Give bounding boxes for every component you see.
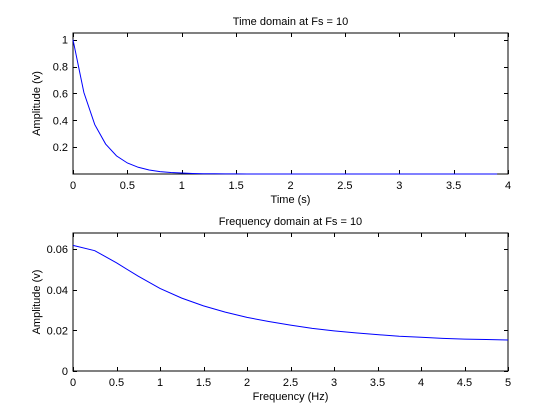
frequency-domain-title: Frequency domain at Fs = 10 bbox=[219, 216, 362, 228]
time-domain-xtick-label: 2 bbox=[287, 180, 293, 192]
frequency-domain-ytick-label: 0 bbox=[62, 366, 68, 378]
frequency-domain-xtick-label: 4 bbox=[418, 377, 424, 389]
frequency-domain-ytick-label: 0.06 bbox=[47, 244, 68, 256]
frequency-domain-xtick-label: 3 bbox=[331, 377, 337, 389]
frequency-domain-series-line bbox=[72, 244, 509, 341]
frequency-domain-ytick-label: 0.04 bbox=[47, 285, 68, 297]
time-domain-ytick-label: 0.8 bbox=[53, 62, 68, 74]
frequency-domain-xtick-label: 1.5 bbox=[196, 377, 211, 389]
time-domain-xtick-label: 2.5 bbox=[337, 180, 352, 192]
time-domain-xticks: 0 0.5 1 1.5 2 2.5 3 3.5 4 bbox=[70, 33, 511, 192]
time-domain-title: Time domain at Fs = 10 bbox=[233, 16, 348, 28]
frequency-domain-ytick-label: 0.02 bbox=[47, 325, 68, 337]
frequency-domain-ylabel: Amplitude (v) bbox=[31, 270, 43, 335]
frequency-domain-xtick-label: 3.5 bbox=[370, 377, 385, 389]
time-domain-xlabel: Time (s) bbox=[271, 194, 311, 206]
frequency-domain-xtick-label: 2.5 bbox=[283, 377, 298, 389]
time-domain-ylabel: Amplitude (v) bbox=[31, 71, 43, 136]
frequency-domain-xtick-label: 0.5 bbox=[109, 377, 124, 389]
time-domain-ytick-label: 0.4 bbox=[53, 115, 68, 127]
time-domain-xtick-label: 3 bbox=[396, 180, 402, 192]
time-domain-yticks: 0.2 0.4 0.6 0.8 1 bbox=[53, 35, 508, 154]
frequency-domain-xlabel: Frequency (Hz) bbox=[253, 391, 329, 403]
frequency-domain-xtick-label: 4.5 bbox=[457, 377, 472, 389]
time-domain-series-line bbox=[72, 39, 498, 175]
time-domain-xtick-label: 0 bbox=[70, 180, 76, 192]
time-domain-xtick-label: 3.5 bbox=[446, 180, 461, 192]
frequency-domain-plot: Frequency domain at Fs = 10 0 0.5 1 1.5 2 2.5… bbox=[31, 216, 511, 403]
time-domain-axes-box bbox=[72, 32, 509, 175]
frequency-domain-yticks: 0 0.02 0.04 0.06 bbox=[47, 244, 508, 378]
frequency-domain-xtick-label: 5 bbox=[505, 377, 511, 389]
frequency-domain-xticks: 0 0.5 1 1.5 2 2.5 3 3.5 4 4.5 5 bbox=[70, 233, 511, 389]
frequency-domain-xtick-label: 0 bbox=[70, 377, 76, 389]
time-domain-plot: Time domain at Fs = 10 0 0.5 1 1.5 2 2.5 3 3.5 4… bbox=[31, 16, 511, 206]
frequency-domain-xtick-label: 1 bbox=[157, 377, 163, 389]
time-domain-xtick-label: 0.5 bbox=[120, 180, 135, 192]
time-domain-ytick-label: 0.6 bbox=[53, 88, 68, 100]
frequency-domain-xtick-label: 2 bbox=[244, 377, 250, 389]
time-domain-xtick-label: 4 bbox=[505, 180, 511, 192]
frequency-domain-axes-box bbox=[72, 232, 509, 372]
time-domain-ytick-label: 0.2 bbox=[53, 142, 68, 154]
time-domain-xtick-label: 1.5 bbox=[228, 180, 243, 192]
time-domain-ytick-label: 1 bbox=[62, 35, 68, 47]
time-domain-xtick-label: 1 bbox=[179, 180, 185, 192]
